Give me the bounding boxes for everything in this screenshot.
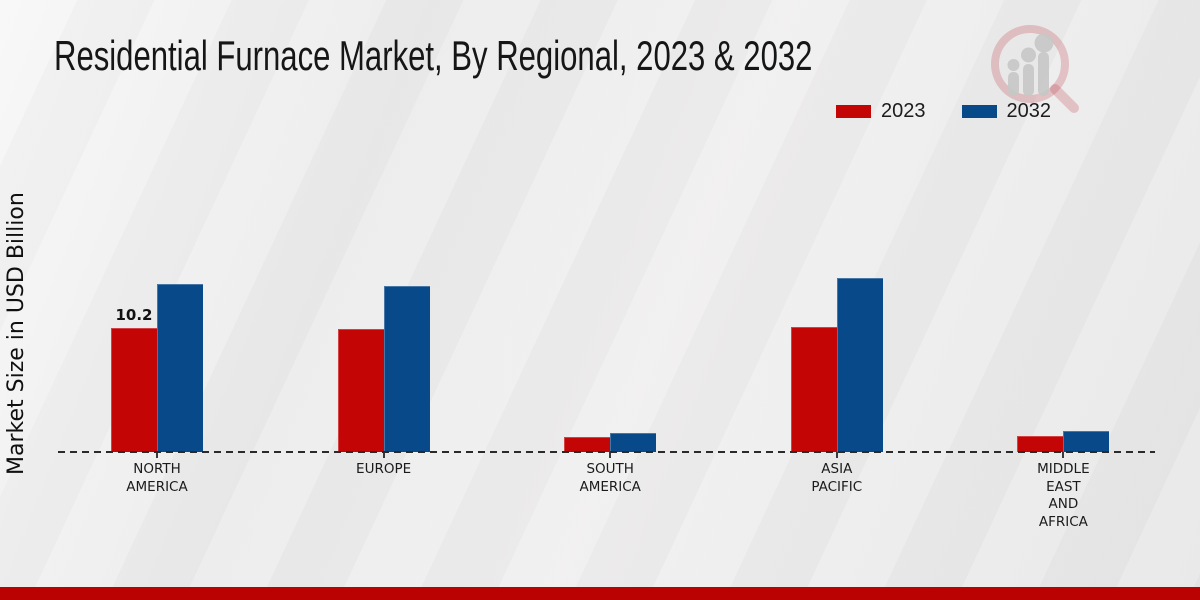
legend-label-2023: 2023 xyxy=(881,100,926,122)
bar-2032-north-america xyxy=(157,284,203,452)
legend-swatch-2023 xyxy=(836,105,871,118)
category-label-europe: EUROPE xyxy=(356,461,412,477)
x-axis-baseline xyxy=(58,451,1155,453)
category-label-north-america: NORTH AMERICA xyxy=(126,461,188,495)
bar-2023-asia-pacific xyxy=(790,327,837,452)
magnifier-icon xyxy=(991,25,1079,113)
axis-tick-south-america xyxy=(609,452,612,458)
axis-tick-europe xyxy=(382,452,385,458)
bar-trend-icon xyxy=(1007,33,1054,96)
bar-2032-south-america xyxy=(610,433,657,452)
legend: 2023 2032 xyxy=(836,100,1051,123)
market-research-magnifier-logo xyxy=(991,25,1079,113)
axis-tick-north-america xyxy=(156,452,158,458)
footer-accent-bar xyxy=(0,587,1200,600)
chart-title: Residential Furnace Market, By Regional,… xyxy=(54,32,813,79)
bar-2023-europe xyxy=(337,329,384,452)
legend-label-2032: 2032 xyxy=(1006,100,1052,122)
bar-2023-middle-east-and-africa xyxy=(1017,436,1064,452)
bar-2032-middle-east-and-africa xyxy=(1063,431,1110,452)
axis-tick-middle-east-and-africa xyxy=(1062,452,1065,458)
category-label-asia-pacific: ASIA PACIFIC xyxy=(811,461,863,495)
bar-2023-south-america xyxy=(564,437,611,452)
legend-item-2032: 2032 xyxy=(961,100,1052,123)
data-label-north-america-2023: 10.2 xyxy=(115,306,153,324)
bar-2032-europe xyxy=(383,286,430,452)
bar-2032-asia-pacific xyxy=(836,278,883,452)
legend-item-2023: 2023 xyxy=(836,100,926,123)
legend-swatch-2032 xyxy=(961,105,997,118)
category-label-middle-east-and-africa: MIDDLE EAST AND AFRICA xyxy=(1037,461,1090,530)
category-label-south-america: SOUTH AMERICA xyxy=(579,461,641,495)
axis-tick-asia-pacific xyxy=(835,452,838,458)
bar-2023-north-america xyxy=(111,328,157,452)
